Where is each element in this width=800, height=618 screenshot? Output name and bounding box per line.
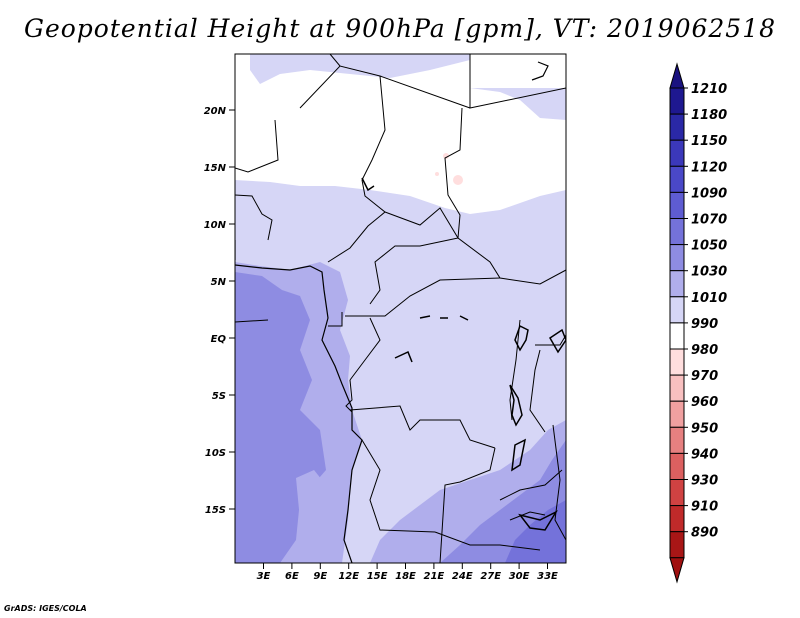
colorbar: 1210 1180 1150 1120 1090 1070 1050 1030 1010 990 9… xyxy=(669,62,727,584)
colorbar-label: 950 xyxy=(691,421,718,436)
field-990-spot xyxy=(435,172,439,176)
colorbar-label: 1180 xyxy=(691,108,727,123)
colorbar-segment xyxy=(669,165,685,193)
colorbar-segment xyxy=(669,374,685,402)
latitude-tick-label: 10N xyxy=(204,220,227,231)
longitude-axis: 3E 6E 9E 12E 15E 18E 21E 24E 27E 30E 33E xyxy=(257,563,558,582)
map-frame xyxy=(234,53,567,564)
map-title: Geopotential Height at 900hPa [gpm], VT:… xyxy=(23,14,777,43)
field-1010-northeast xyxy=(470,88,566,120)
colorbar-label: 1120 xyxy=(691,160,727,175)
longitude-tick-label: 3E xyxy=(257,571,271,582)
longitude-tick-label: 15E xyxy=(367,571,388,582)
longitude-tick-label: 18E xyxy=(395,571,416,582)
colorbar-label: 1030 xyxy=(691,265,727,280)
field-990-spot xyxy=(453,175,463,185)
colorbar-segment xyxy=(669,191,685,219)
colorbar-label: 1050 xyxy=(691,239,727,254)
latitude-tick-label: 15S xyxy=(205,505,226,516)
colorbar-segment xyxy=(669,426,685,454)
latitude-tick-label: 15N xyxy=(204,163,227,174)
colorbar-label: 1210 xyxy=(691,82,727,97)
colorbar-segment xyxy=(669,322,685,350)
colorbar-label: 1090 xyxy=(691,186,727,201)
grads-credit: GrADS: IGES/COLA xyxy=(4,604,87,613)
field-1010-north-band xyxy=(250,54,470,84)
field-1030-west-pocket xyxy=(296,470,336,548)
colorbar-label: 940 xyxy=(691,447,718,462)
longitude-tick-label: 27E xyxy=(480,571,501,582)
colorbar-label: 930 xyxy=(691,474,718,489)
colorbar-label: 980 xyxy=(691,343,718,358)
colorbar-segment xyxy=(669,505,685,533)
lakes xyxy=(361,177,566,531)
longitude-tick-label: 21E xyxy=(424,571,445,582)
latitude-tick-label: 10S xyxy=(205,448,226,459)
field-below-1010-north xyxy=(235,54,566,214)
colorbar-segment xyxy=(669,139,685,167)
colorbar-segment xyxy=(669,452,685,480)
colorbar-label: 1070 xyxy=(691,213,727,228)
longitude-tick-label: 30E xyxy=(509,571,530,582)
colorbar-bottom-arrow xyxy=(669,557,685,584)
colorbar-top-arrow xyxy=(669,62,685,89)
colorbar-label: 960 xyxy=(691,395,718,410)
colorbar-segment xyxy=(669,400,685,428)
longitude-tick-label: 24E xyxy=(452,571,473,582)
colorbar-segment xyxy=(669,479,685,507)
colorbar-segment xyxy=(669,87,685,115)
latitude-tick-label: 20N xyxy=(204,106,227,117)
latitude-tick-label: 5N xyxy=(211,277,227,288)
colorbar-label: 1010 xyxy=(691,291,727,306)
colorbar-segment xyxy=(669,531,685,559)
longitude-tick-label: 6E xyxy=(285,571,299,582)
latitude-tick-label: 5S xyxy=(212,391,226,402)
colorbar-label: 910 xyxy=(691,500,718,515)
longitude-tick-label: 9E xyxy=(313,571,327,582)
coastlines xyxy=(235,61,549,563)
colorbar-segment xyxy=(669,348,685,376)
colorbar-label: 1150 xyxy=(691,134,727,149)
height-field xyxy=(235,54,566,563)
colorbar-segment xyxy=(669,218,685,246)
colorbar-label: 990 xyxy=(691,317,718,332)
colorbar-segment xyxy=(669,113,685,141)
longitude-tick-label: 12E xyxy=(338,571,359,582)
latitude-tick-label: EQ xyxy=(211,334,227,345)
field-990-spot xyxy=(443,153,449,159)
colorbar-segment xyxy=(669,244,685,272)
latitude-axis: 20N 15N 10N 5N EQ 5S 10S 15S xyxy=(204,106,235,516)
country-borders xyxy=(235,54,566,563)
colorbar-label: 890 xyxy=(691,526,718,541)
colorbar-segment xyxy=(669,270,685,298)
colorbar-label: 970 xyxy=(691,369,718,384)
colorbar-segment xyxy=(669,296,685,324)
longitude-tick-label: 33E xyxy=(537,571,558,582)
